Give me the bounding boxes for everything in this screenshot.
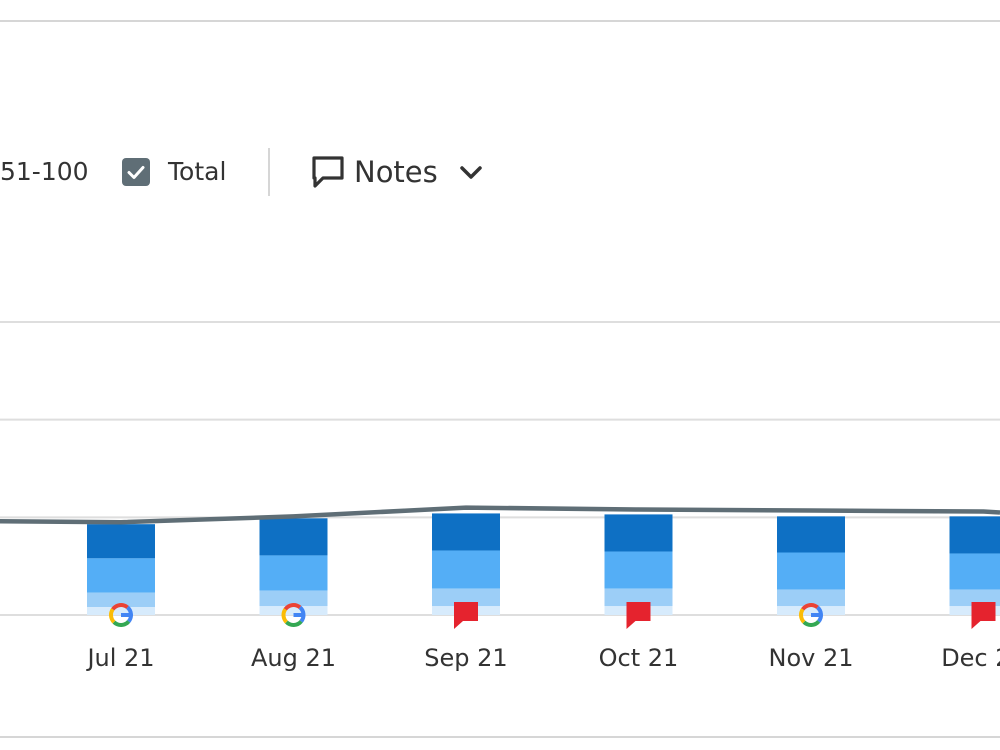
bar-segment [259, 606, 328, 615]
x-tick-label: Nov 21 [768, 644, 853, 672]
bar-segment [259, 590, 328, 607]
x-tick-label: Jul 21 [85, 644, 154, 672]
google-icon-arc [281, 608, 288, 624]
bar-segment [777, 589, 845, 607]
bar-segment [777, 552, 845, 590]
bar-segment [87, 592, 155, 608]
total-checkbox[interactable] [122, 158, 150, 186]
bar-segment [777, 516, 845, 553]
note-flag-icon [626, 602, 651, 629]
x-tick-label: Dec 21 [941, 644, 1000, 672]
bar-segment [87, 558, 155, 593]
google-icon-arc [111, 603, 129, 611]
frame-top-border [0, 20, 1000, 22]
google-icon [109, 603, 133, 627]
comment-icon [312, 156, 344, 188]
note-flag-icon [971, 602, 996, 629]
checkmark-icon [127, 166, 145, 179]
bar-segment [432, 513, 500, 551]
google-icon-arc [285, 619, 303, 627]
bar-segment [87, 524, 155, 559]
google-icon-arc [801, 603, 819, 611]
google-icon-arc [802, 619, 821, 627]
bar-segment [604, 551, 673, 589]
bar-segment [259, 518, 328, 556]
notes-label: Notes [354, 155, 438, 189]
frame-bottom-border [0, 736, 1000, 738]
bar-segment [604, 514, 673, 552]
total-label[interactable]: Total [168, 157, 227, 186]
note-flag-shape [971, 602, 996, 629]
x-tick-label: Oct 21 [599, 644, 679, 672]
google-icon-arc [109, 608, 116, 624]
bar-segment [604, 588, 673, 607]
google-icon [281, 603, 306, 627]
bar-segment [432, 550, 500, 589]
bar-segment [87, 607, 155, 615]
notes-dropdown-button[interactable]: Notes [306, 148, 491, 196]
google-icon-arc [283, 603, 302, 611]
google-icon-arc [799, 608, 806, 624]
x-tick-label: Aug 21 [251, 644, 336, 672]
total-line [0, 505, 1000, 525]
chevron-down-icon [460, 166, 482, 179]
x-tick-label: Sep 21 [424, 644, 507, 672]
google-icon [799, 603, 823, 627]
note-flag-shape [626, 602, 651, 629]
bar-segment [949, 553, 1000, 590]
google-icon-arc [112, 619, 131, 627]
bar-segment [777, 606, 845, 615]
note-flag-shape [454, 602, 478, 629]
bar-segment [259, 555, 328, 591]
toolbar-divider [268, 148, 270, 196]
note-flag-icon [454, 602, 478, 629]
legend-item-51-100[interactable]: 51-100 [0, 157, 89, 186]
bar-segment [949, 516, 1000, 554]
bar-segment [432, 588, 500, 607]
